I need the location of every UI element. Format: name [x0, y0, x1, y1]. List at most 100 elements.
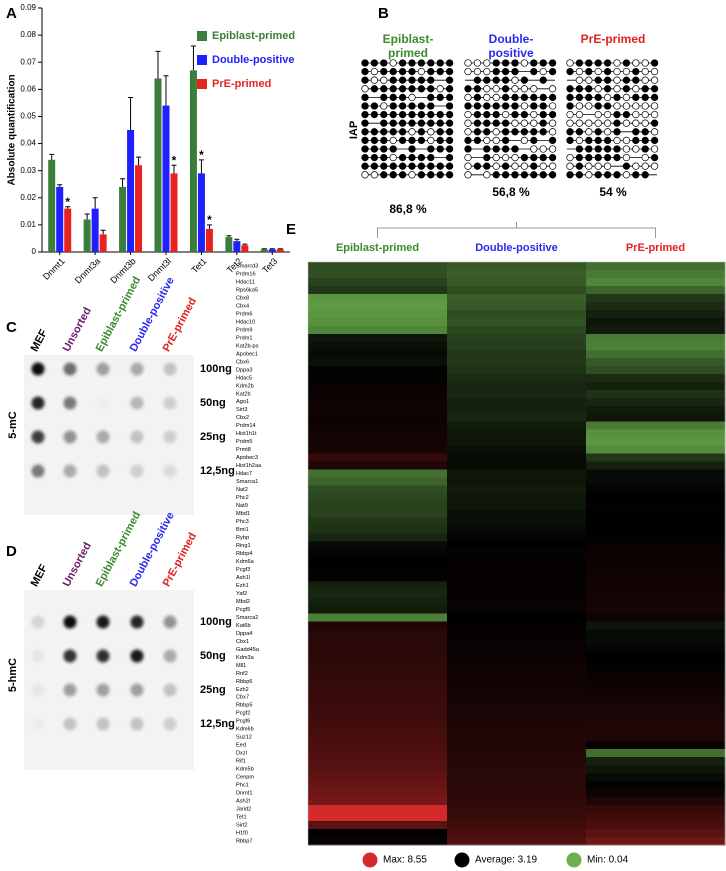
row-label: Kat2b	[236, 391, 251, 397]
cpg	[380, 119, 388, 127]
cpg	[603, 76, 612, 84]
heatmap-cell	[447, 781, 587, 790]
cpg	[445, 119, 454, 127]
cpg	[622, 76, 631, 84]
cpg	[594, 162, 602, 170]
cpg	[389, 128, 397, 136]
heatmap-cell	[447, 797, 587, 806]
cpg	[511, 93, 519, 102]
cpg	[398, 119, 407, 127]
heatmap-cell	[308, 773, 448, 782]
cpg	[417, 85, 426, 93]
cpg	[483, 128, 491, 136]
heatmap-cell	[308, 749, 448, 758]
cpg	[520, 162, 529, 170]
heatmap-cell	[586, 797, 726, 806]
cpg	[464, 162, 472, 170]
cpg	[539, 119, 547, 127]
cpg	[548, 110, 557, 119]
cpg	[548, 59, 557, 67]
cpg	[473, 85, 482, 93]
cpg	[427, 136, 435, 145]
cpg	[445, 128, 454, 136]
cpg	[530, 102, 538, 110]
legend-label: Double-positive	[212, 54, 295, 66]
sample-label: MEF	[29, 327, 51, 353]
heatmap-cell	[308, 469, 448, 479]
heatmap-cell	[586, 701, 726, 710]
heatmap-cell	[447, 605, 587, 614]
legend-swatch	[197, 79, 207, 89]
cpg	[575, 119, 584, 127]
cpg	[632, 145, 640, 153]
cpg	[370, 136, 379, 145]
column-header: Epiblast-primed	[336, 242, 419, 254]
error-bar	[261, 248, 267, 250]
cpg	[603, 102, 612, 110]
cpg	[445, 145, 454, 153]
x-tick-label: Dnmt1	[41, 256, 67, 282]
bar	[135, 165, 143, 252]
cpg	[473, 119, 482, 127]
row-label: Kat2b-ps	[236, 343, 259, 349]
heatmap-cell	[586, 541, 726, 550]
heatmap-cell	[586, 597, 726, 606]
cpg	[380, 102, 388, 110]
cpg	[398, 102, 407, 110]
cpg	[650, 67, 659, 76]
heatmap-cell	[447, 821, 587, 830]
cpg	[641, 136, 649, 145]
cpg	[361, 76, 369, 84]
cpg	[483, 136, 491, 145]
error-bar	[136, 156, 142, 166]
heatmap-cell	[586, 262, 726, 271]
cpg	[417, 110, 426, 119]
blot-dot	[163, 717, 177, 731]
cpg	[408, 102, 416, 110]
y-tick-label: 0.07	[20, 57, 36, 66]
group-header: PrE-primed	[581, 32, 646, 46]
heatmap-cell	[447, 325, 587, 335]
cpg	[408, 110, 416, 119]
heatmap-cell	[308, 381, 448, 391]
row-label: Nat2	[236, 487, 248, 493]
heatmap-cell	[586, 677, 726, 686]
heatmap-cell	[447, 765, 587, 774]
heatmap-cell	[447, 421, 587, 431]
amount-label: 100ng	[200, 363, 232, 375]
cpg	[417, 59, 426, 67]
error-bar	[163, 75, 169, 106]
amount-label: 12,5ng	[200, 718, 235, 730]
cpg	[650, 162, 659, 170]
row-label: Phc2	[236, 495, 249, 501]
cpg	[361, 153, 369, 162]
heatmap-cell	[447, 301, 587, 311]
cpg	[594, 110, 602, 119]
heatmap-cell	[586, 565, 726, 574]
cpg	[445, 67, 454, 76]
cpg	[408, 76, 416, 84]
cpg	[464, 67, 472, 76]
cpg	[641, 67, 649, 76]
heatmap-cell	[308, 293, 448, 303]
cpg	[436, 119, 444, 127]
cpg	[473, 93, 482, 102]
cpg	[445, 171, 454, 179]
blot-dot	[31, 683, 45, 697]
blot-dot	[31, 615, 45, 629]
blot-dot	[130, 717, 144, 731]
heatmap-cell	[586, 453, 726, 463]
cpg	[464, 110, 472, 119]
cpg	[427, 162, 435, 170]
cpg	[417, 119, 426, 127]
heatmap-cell	[586, 733, 726, 742]
blot-dot	[163, 396, 177, 410]
heatmap-cell	[308, 421, 448, 431]
cpg	[501, 145, 510, 153]
cpg	[632, 59, 640, 67]
heatmap-cell	[586, 357, 726, 367]
heatmap-cell	[447, 741, 587, 750]
cpg	[539, 171, 547, 179]
cpg	[492, 67, 500, 76]
